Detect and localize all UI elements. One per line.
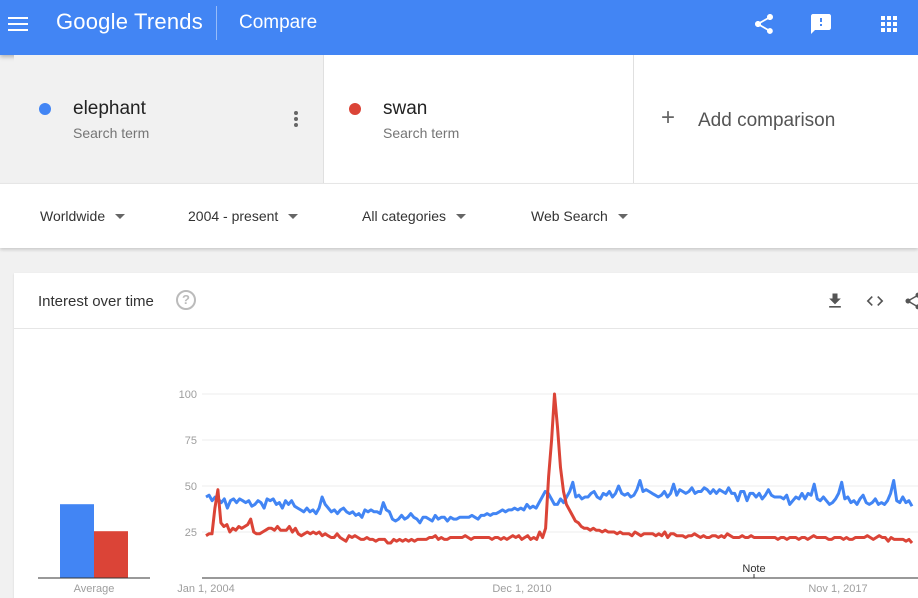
add-comparison-button[interactable]: + Add comparison — [634, 55, 918, 183]
term-color-dot — [39, 103, 51, 115]
menu-icon[interactable] — [8, 13, 30, 35]
y-tick-label: 25 — [185, 527, 197, 539]
google-trends-logo[interactable]: Google Trends — [56, 9, 203, 34]
term-card-swan[interactable]: swan Search term — [324, 55, 634, 183]
category-filter-label: All categories — [362, 208, 447, 224]
comparison-terms: elephant Search term swan Search term + … — [14, 55, 918, 183]
chart-note-label[interactable]: Note — [742, 563, 765, 575]
apps-icon[interactable] — [877, 12, 901, 36]
card-title: Interest over time — [38, 293, 154, 310]
series-line-swan — [205, 392, 914, 545]
x-tick-label: Dec 1, 2010 — [492, 583, 551, 595]
interest-over-time-card: Interest over time ? Average 25 50 75 100 J… — [14, 273, 918, 598]
download-icon[interactable] — [825, 291, 845, 311]
search-type-filter-label: Web Search — [531, 208, 608, 224]
dropdown-arrow-icon — [456, 213, 467, 219]
interest-over-time-chart: Average 25 50 75 100 Jan 1, 2004 Dec 1, 201… — [38, 389, 918, 595]
add-comparison-label: Add comparison — [698, 110, 836, 131]
term-type: Search term — [73, 125, 150, 141]
time-range-filter-label: 2004 - present — [188, 208, 279, 224]
search-type-filter[interactable]: Web Search — [531, 208, 628, 224]
chart-grid — [202, 393, 918, 533]
region-filter[interactable]: Worldwide — [40, 208, 126, 224]
time-range-filter[interactable]: 2004 - present — [188, 208, 299, 224]
filter-bar: Worldwide 2004 - present All categories … — [0, 183, 918, 248]
term-name: swan — [383, 98, 428, 119]
embed-icon[interactable] — [865, 291, 885, 311]
region-filter-label: Worldwide — [40, 208, 106, 224]
dropdown-arrow-icon — [617, 213, 628, 219]
top-app-bar: Google Trends Compare — [0, 0, 918, 55]
y-axis-ticks: 25 50 75 100 — [179, 389, 197, 539]
card-divider — [14, 328, 918, 329]
average-label: Average — [74, 583, 115, 595]
plus-icon: + — [661, 104, 676, 131]
help-icon[interactable]: ? — [176, 290, 196, 310]
share-icon[interactable] — [752, 12, 776, 36]
y-tick-label: 100 — [179, 389, 197, 401]
category-filter[interactable]: All categories — [362, 208, 467, 224]
term-name: elephant — [73, 98, 146, 119]
average-bar-elephant — [60, 504, 94, 578]
x-tick-label: Nov 1, 2017 — [808, 583, 867, 595]
term-card-elephant[interactable]: elephant Search term — [14, 55, 324, 183]
x-tick-label: Jan 1, 2004 — [177, 583, 235, 595]
share-icon[interactable] — [903, 291, 918, 311]
header-divider — [216, 6, 217, 40]
series-line-elephant — [205, 479, 914, 525]
y-tick-label: 75 — [185, 435, 197, 447]
term-type: Search term — [383, 125, 460, 141]
y-tick-label: 50 — [185, 481, 197, 493]
dropdown-arrow-icon — [115, 213, 126, 219]
page-title: Compare — [239, 12, 318, 33]
average-bar-swan — [94, 531, 128, 578]
more-options-icon[interactable] — [293, 111, 299, 129]
feedback-icon[interactable] — [809, 12, 833, 36]
term-color-dot — [349, 103, 361, 115]
dropdown-arrow-icon — [288, 213, 299, 219]
